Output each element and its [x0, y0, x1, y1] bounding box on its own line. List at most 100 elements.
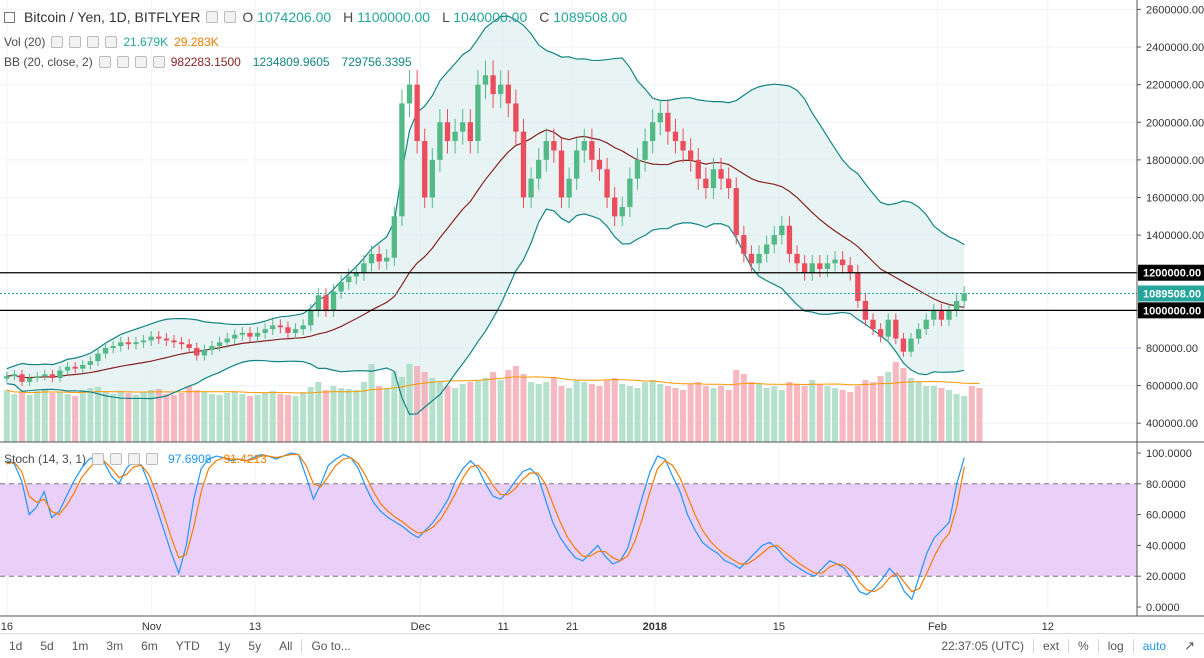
eye-icon[interactable] [51, 36, 63, 48]
volume-bar [103, 392, 109, 442]
candle-body [559, 150, 564, 197]
eye-icon[interactable] [92, 453, 104, 465]
volume-bar [57, 392, 63, 442]
volume-bar [938, 388, 944, 442]
candle-body [946, 310, 951, 319]
volume-bar [239, 394, 245, 442]
candle-body [475, 85, 480, 141]
volume-bar [688, 384, 694, 442]
close-icon[interactable] [153, 56, 165, 68]
fullscreen-icon[interactable]: ↗ [1175, 638, 1204, 654]
volume-bar [817, 384, 823, 442]
range-button-3m[interactable]: 3m [97, 639, 132, 653]
candle-body [445, 122, 450, 141]
close-icon[interactable] [146, 453, 158, 465]
bb-label[interactable]: BB (20, close, 2) [4, 55, 93, 69]
price-tag-label: 1000000.00 [1143, 305, 1201, 317]
candle-body [939, 310, 944, 319]
candle-body [635, 160, 640, 179]
volume-bar [376, 386, 382, 442]
candle-body [886, 320, 891, 337]
candle-body [156, 337, 161, 339]
clock-display[interactable]: 22:37:05 (UTC) [932, 639, 1033, 653]
range-button-1m[interactable]: 1m [63, 639, 98, 653]
range-button-5d[interactable]: 5d [31, 639, 62, 653]
candle-body [612, 197, 617, 216]
settings-icon[interactable] [224, 11, 236, 23]
volume-bar [338, 388, 344, 442]
bb-lower-value: 729756.3395 [342, 55, 412, 69]
volume-bar [726, 390, 732, 442]
candle-body [316, 295, 321, 310]
percent-toggle[interactable]: % [1069, 639, 1098, 653]
volume-bar [543, 382, 549, 442]
ext-toggle[interactable]: ext [1034, 639, 1068, 653]
volume-bar [862, 380, 868, 442]
volume-bar [604, 380, 610, 442]
candle-body [361, 263, 366, 272]
settings-icon[interactable] [110, 453, 122, 465]
collapse-icon[interactable] [4, 12, 15, 23]
range-button-all[interactable]: All [270, 639, 301, 653]
volume-bar [194, 390, 200, 442]
volume-bar [657, 384, 663, 442]
volume-bar [4, 390, 10, 442]
volume-bar [665, 386, 671, 442]
close-icon[interactable] [105, 36, 117, 48]
remove-icon[interactable] [87, 36, 99, 48]
goto-button[interactable]: Go to... [302, 639, 359, 653]
candle-body [407, 85, 412, 104]
stoch-tick-label: 100.0000 [1146, 448, 1192, 460]
range-button-1y[interactable]: 1y [209, 639, 240, 653]
range-button-ytd[interactable]: YTD [167, 639, 209, 653]
volume-bar [536, 384, 542, 442]
low-value: 1040000.00 [453, 9, 527, 25]
volume-bar [627, 386, 633, 442]
volume-bar [893, 362, 899, 442]
time-tick-label: 11 [497, 621, 508, 633]
candle-body [95, 354, 100, 362]
volume-bar [429, 378, 435, 442]
candle-body [582, 141, 587, 150]
candle-body [787, 226, 792, 254]
volume-bar [315, 382, 321, 442]
volume-bar [232, 392, 238, 442]
volume-bar [596, 386, 602, 442]
candle-body [278, 325, 283, 327]
volume-bar [619, 384, 625, 442]
candle-body [566, 179, 571, 198]
volume-label[interactable]: Vol (20) [4, 35, 45, 49]
auto-toggle[interactable]: auto [1134, 639, 1175, 653]
candle-body [73, 367, 78, 369]
candle-body [384, 258, 389, 262]
volume-bar [680, 390, 686, 442]
eye-icon[interactable] [99, 56, 111, 68]
volume-bar [870, 382, 876, 442]
settings-icon[interactable] [69, 36, 81, 48]
price-tick-label: 2400000.00 [1146, 42, 1204, 54]
volume-bar [141, 392, 147, 442]
price-tick-label: 2600000.00 [1146, 4, 1204, 16]
range-button-1d[interactable]: 1d [0, 639, 31, 653]
range-button-6m[interactable]: 6m [132, 639, 167, 653]
volume-bar [794, 384, 800, 442]
stoch-label[interactable]: Stoch (14, 3, 1) [4, 452, 86, 466]
candle-body [703, 179, 708, 188]
candle-body [422, 141, 427, 197]
candle-body [42, 374, 47, 376]
eye-icon[interactable] [206, 11, 218, 23]
high-value: 1100000.00 [357, 9, 430, 25]
candle-body [27, 378, 32, 382]
chart-canvas[interactable]: 2600000.002400000.002200000.002000000.00… [0, 0, 1204, 633]
candle-body [437, 122, 442, 160]
remove-icon[interactable] [135, 56, 147, 68]
range-button-5y[interactable]: 5y [239, 639, 270, 653]
candle-body [399, 103, 404, 216]
symbol-title[interactable]: Bitcoin / Yen, 1D, BITFLYER [24, 9, 200, 25]
settings-icon[interactable] [117, 56, 129, 68]
candle-body [209, 346, 214, 350]
remove-icon[interactable] [128, 453, 140, 465]
stoch-tick-label: 80.0000 [1146, 479, 1186, 491]
log-toggle[interactable]: log [1099, 639, 1133, 653]
candle-body [901, 339, 906, 352]
